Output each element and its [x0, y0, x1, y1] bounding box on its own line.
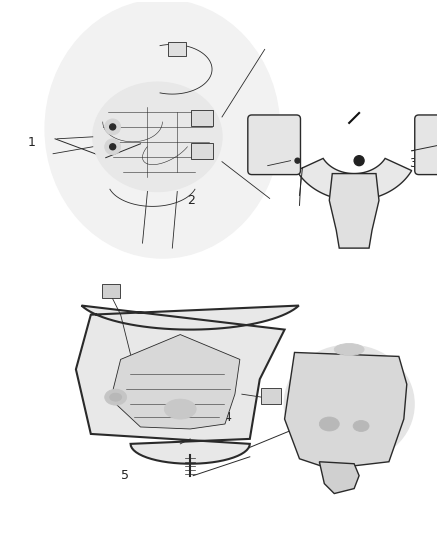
FancyBboxPatch shape [102, 284, 120, 298]
Text: 1: 1 [28, 135, 36, 149]
FancyBboxPatch shape [191, 110, 213, 126]
Text: 3: 3 [409, 157, 417, 169]
Ellipse shape [110, 393, 122, 401]
Ellipse shape [353, 421, 369, 431]
Circle shape [354, 156, 364, 166]
Ellipse shape [45, 0, 279, 258]
FancyBboxPatch shape [248, 115, 300, 175]
Circle shape [105, 119, 120, 135]
Polygon shape [111, 335, 240, 429]
Polygon shape [76, 305, 299, 464]
Ellipse shape [285, 345, 414, 463]
Polygon shape [285, 352, 407, 469]
FancyBboxPatch shape [168, 43, 186, 56]
Circle shape [295, 158, 300, 163]
FancyBboxPatch shape [415, 115, 438, 175]
Polygon shape [329, 174, 379, 248]
FancyBboxPatch shape [191, 143, 213, 159]
Circle shape [105, 139, 120, 155]
Text: 5: 5 [121, 469, 129, 482]
Text: 2: 2 [187, 194, 194, 207]
Polygon shape [297, 158, 412, 200]
Circle shape [110, 144, 116, 150]
Polygon shape [319, 462, 359, 494]
Ellipse shape [319, 417, 339, 431]
Circle shape [110, 124, 116, 130]
FancyBboxPatch shape [261, 388, 281, 404]
Ellipse shape [164, 399, 196, 419]
Text: 4: 4 [224, 411, 232, 424]
Ellipse shape [105, 389, 127, 405]
Ellipse shape [93, 82, 222, 191]
Ellipse shape [334, 343, 364, 356]
